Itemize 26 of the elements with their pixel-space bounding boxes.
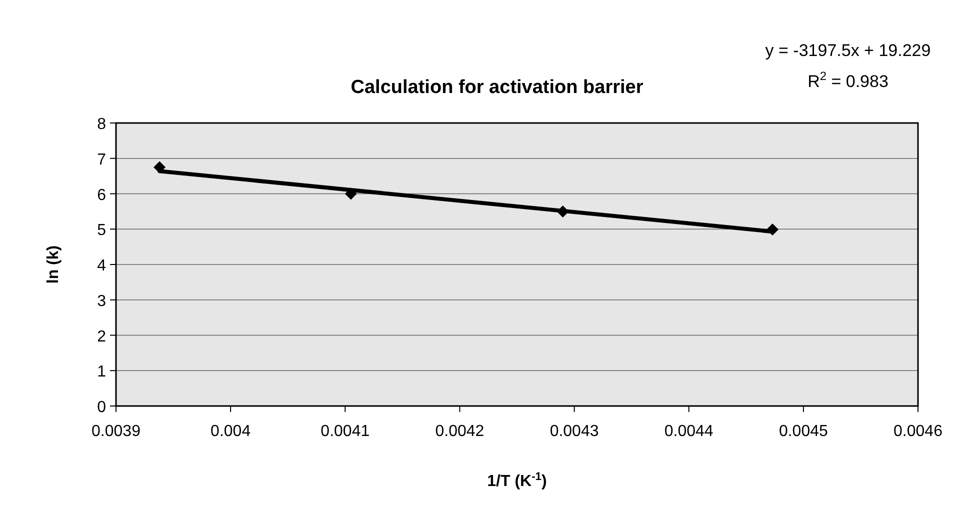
y-tick-label: 0 bbox=[97, 399, 106, 416]
x-tick-label: 0.004 bbox=[210, 423, 251, 440]
chart-title: Calculation for activation barrier bbox=[350, 77, 644, 98]
x-tick-label: 0.0042 bbox=[435, 423, 484, 440]
text: y = -3197.5x + 19.229 bbox=[765, 41, 931, 60]
point bbox=[344, 188, 357, 200]
y-tick-label: 6 bbox=[97, 186, 106, 204]
point bbox=[766, 223, 778, 236]
y-tick-label: 1 bbox=[97, 364, 106, 381]
y-axis-title: ln (k) bbox=[45, 245, 62, 284]
x-tick-label: 0.0039 bbox=[92, 423, 141, 440]
x-axis-title: 1/T (K$^{-1}$) bbox=[487, 471, 547, 490]
y-tick-label: 8 bbox=[97, 116, 106, 133]
y-tick-label: 2 bbox=[97, 328, 106, 346]
x-tick-label: 0.0046 bbox=[894, 423, 943, 440]
text: R$^{2}$ = 0.983 bbox=[808, 69, 888, 91]
y-tick-label: 5 bbox=[97, 222, 106, 240]
y-tick-label: 3 bbox=[97, 292, 106, 310]
point bbox=[556, 205, 569, 218]
x-tick-label: 0.0043 bbox=[550, 423, 599, 440]
point bbox=[154, 161, 166, 174]
y-tick-label: 4 bbox=[97, 258, 106, 274]
x-tick-label: 0.0041 bbox=[320, 423, 370, 440]
x-tick-label: 0.0045 bbox=[778, 423, 828, 440]
y-tick-label: 7 bbox=[97, 151, 106, 168]
x-tick-label: 0.0044 bbox=[664, 423, 714, 440]
